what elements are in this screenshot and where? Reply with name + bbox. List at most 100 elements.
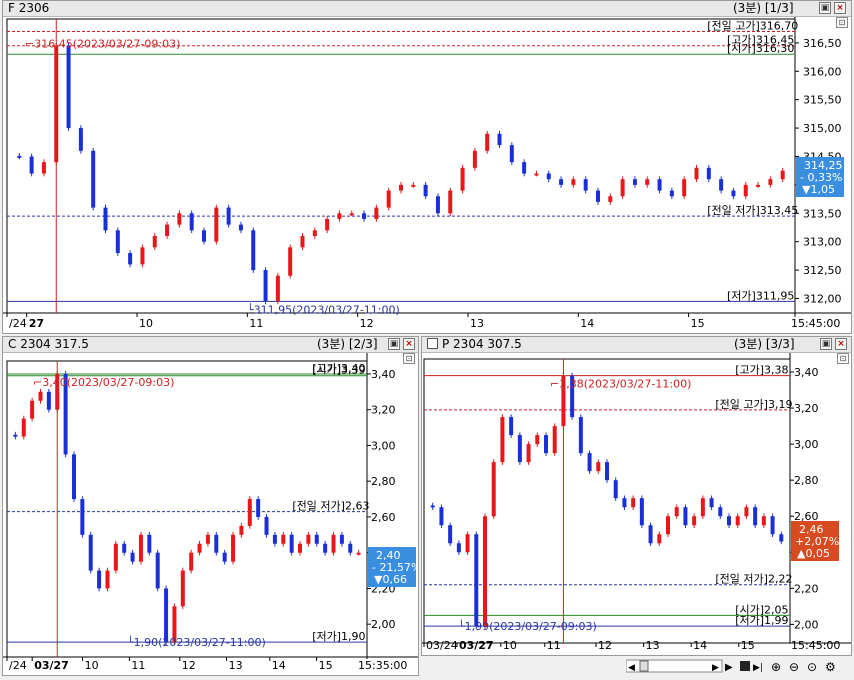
x-tick-label: 13 xyxy=(646,639,660,652)
candle-body xyxy=(88,534,93,571)
x-tick-label: 15 xyxy=(741,639,755,652)
candle-body xyxy=(448,525,453,544)
scale-icon[interactable]: ⊡ xyxy=(837,353,849,364)
restore-button[interactable]: ▣ xyxy=(388,338,400,350)
pin-icon[interactable]: ▶ xyxy=(725,662,733,673)
badge-price: 2,40 xyxy=(376,549,401,562)
candle-body xyxy=(570,375,575,418)
candle-body xyxy=(348,543,353,553)
candle-body xyxy=(172,606,177,643)
zoom-in-icon[interactable]: ⊕ xyxy=(771,660,781,674)
search-icon[interactable]: ⊙ xyxy=(807,660,817,674)
candle-body xyxy=(605,462,609,481)
chart-area[interactable]: 3,403,203,002,802,602,402,202,00/2403/27… xyxy=(3,353,419,676)
settings-icon[interactable]: ⚙ xyxy=(825,660,836,674)
y-tick-label: 312,00 xyxy=(803,292,842,305)
candle-body xyxy=(115,230,120,254)
y-tick-label: 2,00 xyxy=(371,618,396,631)
candle-body xyxy=(222,552,227,562)
candle-body xyxy=(718,507,723,517)
candle-body xyxy=(147,534,152,553)
close-button[interactable]: × xyxy=(835,338,847,350)
candle-body xyxy=(753,507,758,526)
panel-checkbox[interactable] xyxy=(427,338,438,349)
chart-panel-p2304: P 2304 307.5 (3분) [3/3] ▣ × ⊡ 3,40 3,20 3,… xyxy=(421,336,852,656)
y-tick-label: 313,50 xyxy=(803,207,842,220)
badge-change: ▼1,05 xyxy=(802,183,835,196)
candle-body xyxy=(306,534,311,544)
x-tick-label: 15 xyxy=(691,317,705,330)
candle-body xyxy=(202,230,206,242)
candle-body xyxy=(17,155,22,158)
close-button[interactable]: × xyxy=(834,2,846,14)
candle-body xyxy=(483,516,487,627)
panel-titlebar: F 2306 (3분) [1/3] ▣ × xyxy=(3,1,851,17)
scroll-right-icon[interactable]: ▶ xyxy=(712,663,719,673)
reference-line-label: [저가]311,95 xyxy=(727,289,794,302)
time-scrollbar[interactable]: ◀ ▶ ▶ ▶| ⊕ ⊖ ⊙ ⚙ xyxy=(625,657,850,675)
candle-body xyxy=(683,507,688,526)
x-tick-label: 15:35:00 xyxy=(358,659,407,672)
candle-body xyxy=(38,391,43,401)
candle-body xyxy=(130,552,135,562)
badge-pct: +2,07% xyxy=(795,535,839,548)
x-tick-label: 27 xyxy=(29,317,44,330)
chart-area[interactable]: 316,50316,00315,50315,00314,50314,00313,… xyxy=(3,17,852,334)
scroll-thumb[interactable] xyxy=(639,660,649,672)
scale-icon[interactable]: ⊡ xyxy=(836,17,848,28)
reference-line-label: [전일 고가]316,70 xyxy=(707,19,798,33)
x-tick-label: 03/24 xyxy=(426,639,458,652)
x-tick-label: 11 xyxy=(249,317,263,330)
candle-body xyxy=(103,207,108,231)
candle-body xyxy=(522,162,527,174)
chart-panel-f2306: F 2306 (3분) [1/3] ▣ × ⊡ 316,50 316,00 315,… xyxy=(2,0,852,334)
candle-body xyxy=(423,184,428,197)
restore-button[interactable]: ▣ xyxy=(820,338,832,350)
candle-body xyxy=(509,417,514,436)
candle-body xyxy=(214,207,219,242)
candle-body xyxy=(281,534,286,544)
candle-body xyxy=(374,207,379,219)
candle-body xyxy=(535,435,540,445)
y-tick-label: 315,50 xyxy=(803,94,842,107)
candle-body xyxy=(339,534,344,544)
reference-line-label: [전일 고가]3,19 xyxy=(715,397,792,411)
panel-titlebar: C 2304 317.5 (3분) [2/3] ▣ × xyxy=(3,337,418,353)
chart-area[interactable]: 3,403,203,002,802,602,402,202,0003/2403/… xyxy=(422,353,852,656)
scroll-left-icon[interactable]: ◀ xyxy=(628,663,635,673)
badge-pct: - 21,57% xyxy=(372,561,419,574)
candle-body xyxy=(97,570,102,589)
low-annotation: └311,95(2023/03/27-11:00) xyxy=(247,302,400,316)
play-end-icon[interactable]: ▶| xyxy=(753,663,763,673)
candle-body xyxy=(474,534,479,627)
plot-frame xyxy=(6,18,796,314)
zoom-out-icon[interactable]: ⊖ xyxy=(789,660,799,674)
scale-icon[interactable]: ⊡ xyxy=(403,353,415,364)
candle-body xyxy=(448,190,453,214)
stop-icon[interactable] xyxy=(740,661,750,671)
x-tick-label: 13 xyxy=(470,317,484,330)
candle-body xyxy=(63,373,68,455)
badge-change: ▼0,66 xyxy=(374,573,407,586)
candle-body xyxy=(71,454,76,500)
restore-button[interactable]: ▣ xyxy=(819,2,831,14)
candle-body xyxy=(239,525,244,535)
candle-body xyxy=(430,505,435,508)
candle-body xyxy=(546,173,551,180)
scroll-track[interactable] xyxy=(625,659,723,673)
candle-body xyxy=(608,196,613,202)
reference-line-label: [전일 저가]2,63 xyxy=(292,499,369,513)
candle-body xyxy=(692,516,697,526)
candle-body xyxy=(323,543,328,553)
candle-body xyxy=(497,133,502,146)
close-button[interactable]: × xyxy=(403,338,415,350)
low-annotation: └1,99(2023/03/27-09:03) xyxy=(458,619,597,633)
candle-body xyxy=(66,45,71,129)
candle-body xyxy=(337,213,342,219)
scrollbar-svg[interactable]: ◀ ▶ ▶ ▶| ⊕ ⊖ ⊙ ⚙ xyxy=(625,657,850,675)
candle-body xyxy=(719,179,724,191)
candle-body xyxy=(411,184,416,187)
candle-body xyxy=(534,173,539,176)
y-tick-label: 3,00 xyxy=(371,439,396,452)
candle-body xyxy=(509,145,514,163)
